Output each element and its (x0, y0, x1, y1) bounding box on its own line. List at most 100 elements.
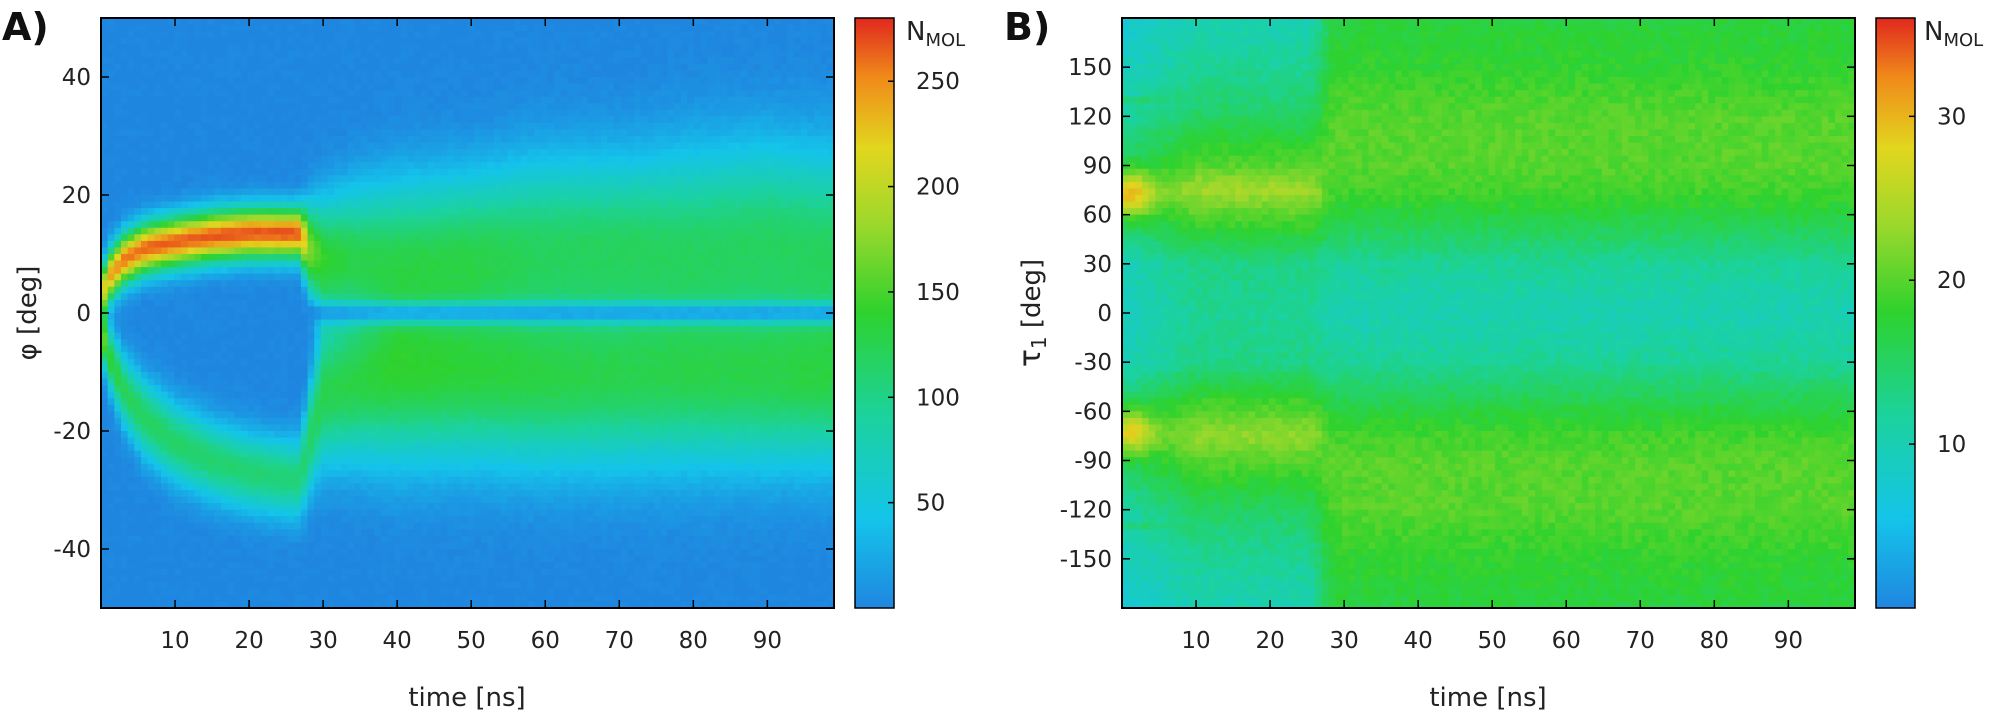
panel-a-cell (200, 352, 209, 360)
panel-a-cell (200, 155, 209, 163)
panel-a-cell (440, 267, 449, 275)
panel-a-cell (380, 299, 389, 308)
panel-a-cell (154, 90, 162, 98)
panel-a-cell (454, 90, 462, 98)
panel-a-cell (314, 352, 322, 360)
panel-a-cell (374, 44, 382, 52)
panel-a-cell (447, 411, 455, 419)
panel-a-cell (280, 168, 289, 176)
panel-a-cell (314, 503, 322, 511)
panel-a-cell (454, 404, 462, 412)
panel-a-cell (254, 168, 262, 176)
panel-a-cell (374, 267, 382, 275)
panel-a-cell (207, 568, 215, 576)
panel-a-cell (234, 319, 242, 327)
panel-a-cell (267, 57, 275, 65)
panel-a-cell (260, 496, 269, 504)
panel-a-cell (220, 339, 229, 347)
panel-a-cell (407, 214, 415, 222)
panel-a-cell (360, 568, 369, 576)
panel-a-cell (140, 214, 149, 222)
panel-a-cell (294, 247, 302, 255)
panel-a-cell (427, 431, 435, 439)
panel-a-cell (234, 463, 242, 471)
panel-a-cell (367, 490, 375, 498)
panel-a-cell (254, 306, 262, 314)
panel-a-cell (127, 129, 135, 137)
panel-a-cell (167, 175, 175, 183)
panel-a-cell (440, 195, 449, 203)
panel-a-cell (334, 549, 342, 557)
panel-a-cell (240, 44, 249, 52)
panel-a-cell (180, 385, 189, 393)
panel-a-cell (280, 63, 289, 72)
panel-a-cell (127, 37, 135, 45)
panel-a-cell (227, 581, 235, 589)
panel-a-cell (294, 103, 302, 111)
panel-a-cell (427, 601, 435, 608)
panel-a-cell (274, 529, 282, 537)
panel-a-cell (247, 18, 255, 26)
panel-a-cell (274, 299, 282, 308)
panel-a-cell (347, 214, 355, 222)
panel-a-cell (374, 96, 382, 104)
panel-a-cell (134, 555, 142, 563)
panel-a-cell (460, 562, 469, 570)
panel-a-cell (327, 57, 335, 65)
panel-a-cell (274, 358, 282, 367)
panel-a-cell (334, 63, 342, 72)
panel-a-cell (274, 247, 282, 255)
panel-a-cell (407, 535, 415, 544)
panel-a-cell (260, 149, 269, 157)
panel-a-cell (267, 549, 275, 557)
panel-a-cell (314, 306, 322, 314)
panel-a-cell (347, 398, 355, 406)
panel-a-cell (101, 168, 109, 176)
panel-a-cell (147, 234, 155, 242)
panel-a-cell (307, 50, 315, 58)
panel-a-cell (207, 516, 215, 524)
panel-a-cell (154, 450, 162, 458)
panel-a-cell (280, 221, 289, 229)
panel-a-cell (340, 562, 349, 570)
panel-a-cell (407, 431, 415, 439)
panel-a-cell (114, 83, 122, 91)
panel-a-cell (434, 437, 442, 445)
panel-a-cell (300, 254, 309, 262)
panel-a-cell (327, 293, 335, 301)
panel-a-cell (400, 503, 409, 511)
panel-a-cell (387, 90, 395, 98)
panel-a-cell (267, 496, 275, 504)
panel-a-cell (354, 509, 362, 517)
panel-a-cell (154, 503, 162, 511)
panel-a-cell (460, 188, 469, 196)
panel-a-cell (101, 24, 109, 32)
panel-a-cell (307, 424, 315, 432)
panel-a-cell (320, 378, 329, 386)
panel-a-cell (414, 549, 422, 557)
panel-a-cell (454, 286, 462, 294)
panel-a-cell (247, 221, 255, 229)
panel-a-cell (227, 267, 235, 275)
panel-a-cell (140, 37, 149, 45)
panel-a-cell (347, 345, 355, 353)
panel-a-cell (207, 470, 215, 478)
panel-a-cell (360, 129, 369, 137)
panel-a-cell (167, 188, 175, 196)
panel-a-cell (114, 195, 122, 203)
panel-a-cell (274, 588, 282, 596)
panel-a-cell (174, 365, 182, 373)
panel-a-cell (434, 581, 442, 589)
panel-a-cell (327, 424, 335, 432)
panel-a-cell (387, 358, 395, 367)
panel-a-cell (267, 345, 275, 353)
panel-a-cell (300, 594, 309, 603)
panel-a-cell (214, 588, 222, 596)
panel-a-cell (447, 457, 455, 465)
panel-a-cell (327, 352, 335, 360)
panel-a-cell (447, 503, 455, 511)
panel-a-cell (334, 358, 342, 367)
panel-a-cell (254, 601, 262, 608)
panel-a-cell (127, 358, 135, 367)
panel-a-cell (247, 214, 255, 222)
